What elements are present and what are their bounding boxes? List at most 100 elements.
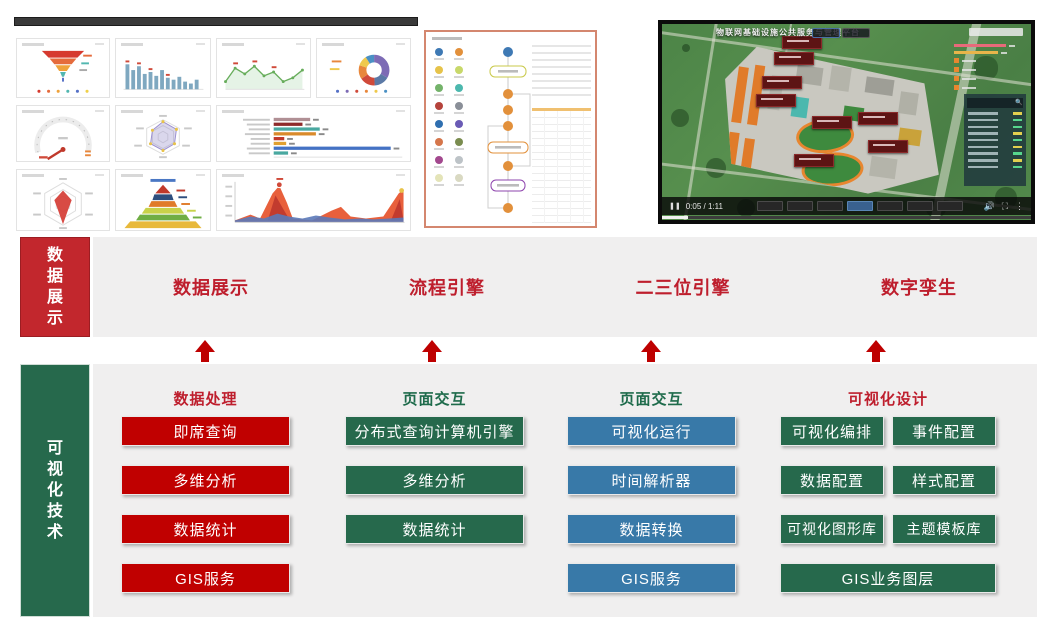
view-toggle-pill[interactable] [842, 28, 870, 38]
filled-radar-chart-card [16, 169, 110, 231]
display-item-data-show: 数据展示 [173, 278, 249, 298]
horizontal-bar-chart [243, 117, 403, 158]
dashboard-screenshot-collage [14, 17, 418, 231]
palette-node-icon [431, 120, 447, 132]
button-visual-graphics-lib[interactable]: 可视化图形库 [780, 514, 884, 544]
palette-node-icon [431, 156, 447, 168]
radar-chart [134, 114, 192, 159]
search-input[interactable]: 🔍 [967, 98, 1023, 108]
list-item[interactable] [964, 112, 1026, 115]
funnel-chart [37, 50, 92, 93]
road [680, 24, 719, 220]
nav-tab-active[interactable] [846, 201, 873, 211]
list-item[interactable] [964, 138, 1026, 142]
alert-billboard [812, 116, 852, 129]
workflow-properties-panel [532, 40, 591, 223]
button-data-config[interactable]: 数据配置 [780, 465, 884, 495]
nav-tab[interactable] [906, 201, 933, 211]
donut-chart [329, 54, 390, 93]
tree-decoration [682, 44, 690, 52]
datetime-badge [969, 28, 1023, 36]
alert-billboard [782, 36, 822, 49]
browser-top-bar [14, 17, 418, 26]
button-multidim-analysis-2[interactable]: 多维分析 [345, 465, 524, 495]
button-visual-runtime[interactable]: 可视化运行 [567, 416, 736, 446]
column-header-data-processing: 数据处理 [173, 390, 238, 408]
list-item[interactable] [964, 159, 1026, 162]
video-progress-bar[interactable] [662, 216, 1031, 219]
workflow-editor-screenshot [424, 30, 597, 228]
column-header-page-interaction-2: 页面交互 [619, 390, 684, 408]
alert-billboard [858, 112, 898, 125]
button-adhoc-query[interactable]: 即席查询 [121, 416, 290, 446]
alarm-legend [954, 40, 1024, 90]
video-app-title: 物联网基础设施公共服务与管理平台 [716, 28, 860, 37]
video-time: 0:05 / 1:11 [685, 201, 723, 211]
workflow-title-placeholder [432, 37, 462, 40]
palette-node-icon [451, 48, 467, 60]
list-item[interactable] [964, 165, 1026, 169]
alert-billboard [794, 154, 834, 167]
button-theme-template-lib[interactable]: 主题模板库 [892, 514, 996, 544]
list-item[interactable] [964, 118, 1026, 122]
list-item[interactable] [964, 125, 1026, 129]
bar-chart [123, 60, 204, 90]
pause-button[interactable]: ❚❚ [669, 203, 681, 210]
parameters-table [532, 108, 591, 223]
video-controls-bar: ❚❚ 0:05 / 1:11 🔊 ⛶ ⋮ [662, 197, 1031, 215]
view-toggle-pill[interactable] [812, 28, 840, 38]
button-visual-orchestration[interactable]: 可视化编排 [780, 416, 884, 446]
button-style-config[interactable]: 样式配置 [892, 465, 996, 495]
button-data-statistics[interactable]: 数据统计 [121, 514, 290, 544]
button-gis-service[interactable]: GIS服务 [121, 563, 290, 593]
up-arrow-icon [866, 340, 886, 362]
up-arrow-icon [422, 340, 442, 362]
palette-node-icon [431, 174, 447, 186]
alert-billboard [774, 52, 814, 65]
palette-node-icon [431, 138, 447, 150]
line-chart-card [216, 38, 311, 98]
display-band: 数据展示 流程引擎 二三位引擎 数字孪生 [93, 237, 1037, 337]
button-data-statistics-2[interactable]: 数据统计 [345, 514, 524, 544]
volume-icon[interactable]: 🔊 [983, 200, 995, 211]
horizontal-bar-chart-card [216, 105, 411, 162]
properties-form [532, 40, 591, 100]
search-icon[interactable]: 🔍 [1015, 100, 1023, 106]
nav-tab[interactable] [756, 201, 783, 211]
palette-node-icon [451, 120, 467, 132]
list-item[interactable] [964, 145, 1026, 149]
column-header-visual-design: 可视化设计 [847, 390, 928, 408]
donut-chart-card [316, 38, 411, 98]
button-time-parser[interactable]: 时间解析器 [567, 465, 736, 495]
funnel-chart-card [16, 38, 110, 98]
digital-twin-video-player: 物联网基础设施公共服务与管理平台 🔍 [658, 20, 1035, 224]
gauge-chart [34, 116, 92, 161]
list-item[interactable] [964, 152, 1026, 155]
alert-billboard [868, 140, 908, 153]
list-item[interactable] [964, 132, 1026, 135]
pyramid-chart [124, 178, 202, 229]
nav-tab[interactable] [936, 201, 963, 211]
button-gis-service-2[interactable]: GIS服务 [567, 563, 736, 593]
more-icon[interactable]: ⋮ [1015, 200, 1024, 211]
area-chart [225, 178, 405, 223]
button-gis-business-layer[interactable]: GIS业务图层 [780, 563, 996, 593]
nav-tab[interactable] [876, 201, 903, 211]
palette-node-icon [431, 48, 447, 60]
nav-tab[interactable] [786, 201, 813, 211]
button-distributed-query-engine[interactable]: 分布式查询计算机引擎 [345, 416, 524, 446]
nav-tab[interactable] [816, 201, 843, 211]
button-data-transform[interactable]: 数据转换 [567, 514, 736, 544]
building [725, 132, 740, 167]
bottom-nav-tabs [756, 201, 963, 211]
bar-chart-card [115, 38, 211, 98]
fullscreen-icon[interactable]: ⛶ [1001, 200, 1008, 211]
building [741, 138, 755, 171]
palette-node-icon [451, 84, 467, 96]
button-event-config[interactable]: 事件配置 [892, 416, 996, 446]
radar-chart-card [115, 105, 211, 162]
palette-node-icon [431, 102, 447, 114]
filled-radar-chart [33, 178, 93, 230]
button-multidim-analysis[interactable]: 多维分析 [121, 465, 290, 495]
